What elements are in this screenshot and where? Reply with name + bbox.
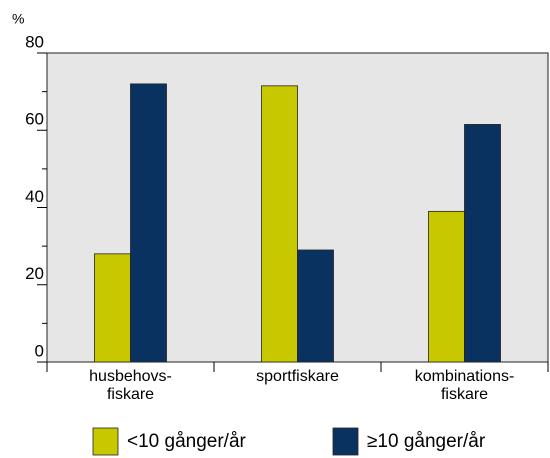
bar <box>297 249 334 363</box>
bar <box>94 253 131 363</box>
y-tick-label: 80 <box>25 32 44 51</box>
legend-label: ≥10 gånger/år <box>367 431 486 452</box>
y-tick-label: 60 <box>25 110 44 129</box>
legend-swatch <box>92 427 119 456</box>
y-tick-label: 20 <box>25 264 44 283</box>
x-tick-label: sportfiskare <box>256 368 339 385</box>
bar <box>261 85 298 363</box>
y-tick-label: 0 <box>35 341 44 360</box>
legend-swatch <box>332 427 359 456</box>
y-axis-label: % <box>12 11 24 27</box>
bar <box>464 124 501 363</box>
y-tick-label: 40 <box>25 187 44 206</box>
x-tick-label: kombinations- fiskare <box>414 368 515 403</box>
x-tick-label: husbehovs- fiskare <box>89 368 172 403</box>
bar <box>428 210 465 363</box>
legend-label: <10 gånger/år <box>127 431 247 452</box>
bar <box>130 83 167 363</box>
